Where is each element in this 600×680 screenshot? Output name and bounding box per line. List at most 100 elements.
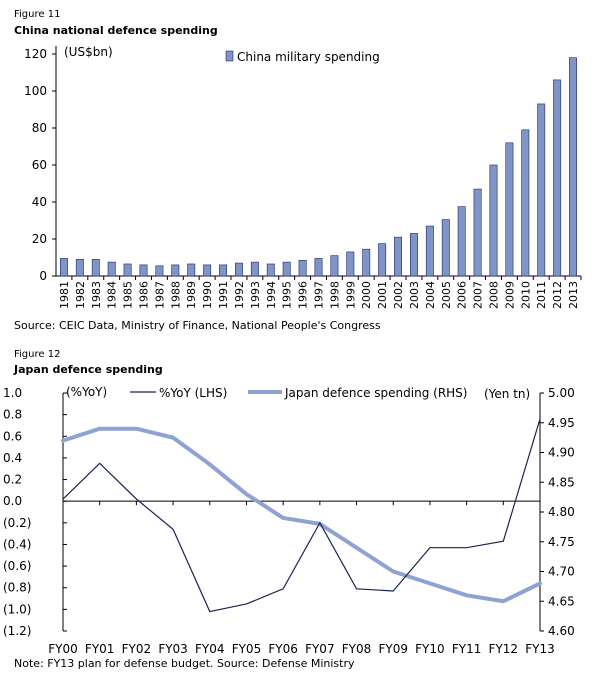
x-tick-label: FY13 <box>525 642 555 656</box>
bar-2002 <box>394 236 403 277</box>
bar-2008 <box>489 164 498 277</box>
figure-11-title: China national defence spending <box>14 24 218 37</box>
bar-1987 <box>155 265 164 277</box>
y-tick-label: 40 <box>32 195 47 209</box>
left-y-tick-label: (0.8) <box>3 581 31 595</box>
bar-1997 <box>314 258 323 277</box>
right-y-tick-label: 5.00 <box>548 386 575 400</box>
left-y-tick-label: 0.8 <box>3 408 22 422</box>
x-tick-label: 2004 <box>424 281 437 309</box>
left-y-tick-label: 0.0 <box>3 494 22 508</box>
x-tick-label: FY02 <box>122 642 152 656</box>
left-y-tick-label: 0.4 <box>3 451 22 465</box>
x-tick-label: 1999 <box>344 281 357 309</box>
x-tick-label: FY05 <box>232 642 262 656</box>
x-tick-label: FY04 <box>195 642 225 656</box>
bar-2012 <box>553 79 562 277</box>
y-tick-label: 0 <box>39 269 47 283</box>
series-line-japan-defence-spending <box>61 426 542 604</box>
right-y-tick-label: 4.80 <box>548 505 575 519</box>
y-axis-unit-label: (US$bn) <box>64 45 113 59</box>
figure-12-title: Japan defence spending <box>14 363 163 376</box>
x-tick-label: FY06 <box>268 642 298 656</box>
x-tick-label: 1984 <box>106 281 119 309</box>
x-tick-label: 2003 <box>408 281 421 309</box>
x-tick-label: 2001 <box>376 281 389 309</box>
x-tick-label: 1995 <box>281 281 294 309</box>
right-y-tick-label: 4.75 <box>548 535 575 549</box>
x-tick-label: 2013 <box>567 281 580 309</box>
x-tick-label: FY01 <box>85 642 115 656</box>
left-y-tick-label: (0.6) <box>3 559 31 573</box>
bar-2003 <box>409 233 418 277</box>
bar-1984 <box>107 261 116 277</box>
left-y-tick-label: (1.2) <box>3 624 31 638</box>
legend-label-yoy: %YoY (LHS) <box>159 386 227 400</box>
bar-2009 <box>505 142 514 277</box>
x-tick-label: 2009 <box>503 281 516 309</box>
x-tick-label: 2007 <box>472 281 485 309</box>
x-tick-label: 1992 <box>233 281 246 309</box>
bar-1993 <box>250 261 259 277</box>
bar-2000 <box>362 248 371 277</box>
left-y-tick-label: (0.2) <box>3 516 31 530</box>
x-tick-label: 1997 <box>313 281 326 309</box>
right-y-tick-label: 4.65 <box>548 594 575 608</box>
x-tick-label: FY11 <box>452 642 482 656</box>
left-axis-unit-label: (%YoY) <box>66 385 107 399</box>
bar-1985 <box>123 263 132 277</box>
y-tick-label: 100 <box>24 84 47 98</box>
left-y-tick-label: (0.4) <box>3 537 31 551</box>
bar-2005 <box>441 219 450 277</box>
series-line-yoy <box>62 418 541 613</box>
right-axis-unit-label: (Yen tn) <box>484 387 530 401</box>
bar-1982 <box>75 259 84 277</box>
legend-label: China military spending <box>237 50 380 64</box>
x-tick-label: 2006 <box>456 281 469 309</box>
japan-spending-chart: 1.0 0.8 0.6 0.4 0.2 0.0 (0.2) (0.4) (0.6) (0.8) (1… <box>3 385 575 656</box>
right-y-tick-label: 4.85 <box>548 475 575 489</box>
x-tick-label: 2008 <box>488 281 501 309</box>
x-tick-label: FY00 <box>48 642 78 656</box>
left-y-tick-label: (1.0) <box>3 602 31 616</box>
left-y-tick-label: 1.0 <box>3 386 22 400</box>
x-tick-label: 1981 <box>58 281 71 309</box>
legend-label-spending: Japan defence spending (RHS) <box>284 386 467 400</box>
bar-2011 <box>537 103 546 277</box>
x-tick-label: 1987 <box>153 281 166 309</box>
right-y-tick-label: 4.90 <box>548 446 575 460</box>
x-tick-label: FY12 <box>489 642 519 656</box>
left-y-tick-label: 0.2 <box>3 473 22 487</box>
bar-1988 <box>171 264 180 277</box>
bar-1981 <box>59 258 68 277</box>
x-tick-label: 1993 <box>249 281 262 309</box>
figure-11-source: Source: CEIC Data, Ministry of Finance, … <box>14 319 381 332</box>
x-tick-label: FY03 <box>158 642 188 656</box>
x-tick-label: 1989 <box>185 281 198 309</box>
x-tick-label: 2005 <box>440 281 453 309</box>
x-tick-label: FY08 <box>342 642 372 656</box>
x-tick-label: 2010 <box>519 281 532 309</box>
x-tick-label: FY10 <box>415 642 445 656</box>
y-tick-label: 80 <box>32 121 47 135</box>
bar-1991 <box>219 264 228 277</box>
right-y-tick-label: 4.60 <box>548 624 575 638</box>
figure-12-label: Figure 12 <box>14 349 61 360</box>
x-tick-label: 2002 <box>392 281 405 309</box>
bar-1998 <box>330 255 339 277</box>
bar-1999 <box>346 251 355 277</box>
bar-2010 <box>521 129 530 277</box>
figure-12-note: Note: FY13 plan for defense budget. Sour… <box>14 657 355 670</box>
bar-2004 <box>425 225 434 277</box>
y-tick-label: 20 <box>32 232 47 246</box>
bar-1994 <box>266 263 275 277</box>
x-tick-label: 1998 <box>328 281 341 309</box>
bar-2007 <box>473 188 482 277</box>
x-tick-label: FY07 <box>305 642 335 656</box>
x-tick-label: 1982 <box>74 281 87 309</box>
bar-1983 <box>91 259 100 277</box>
y-tick-label: 120 <box>24 47 47 61</box>
x-tick-label: 1996 <box>297 281 310 309</box>
figure-11-label: Figure 11 <box>14 9 61 20</box>
left-y-tick-label: 0.6 <box>3 429 22 443</box>
